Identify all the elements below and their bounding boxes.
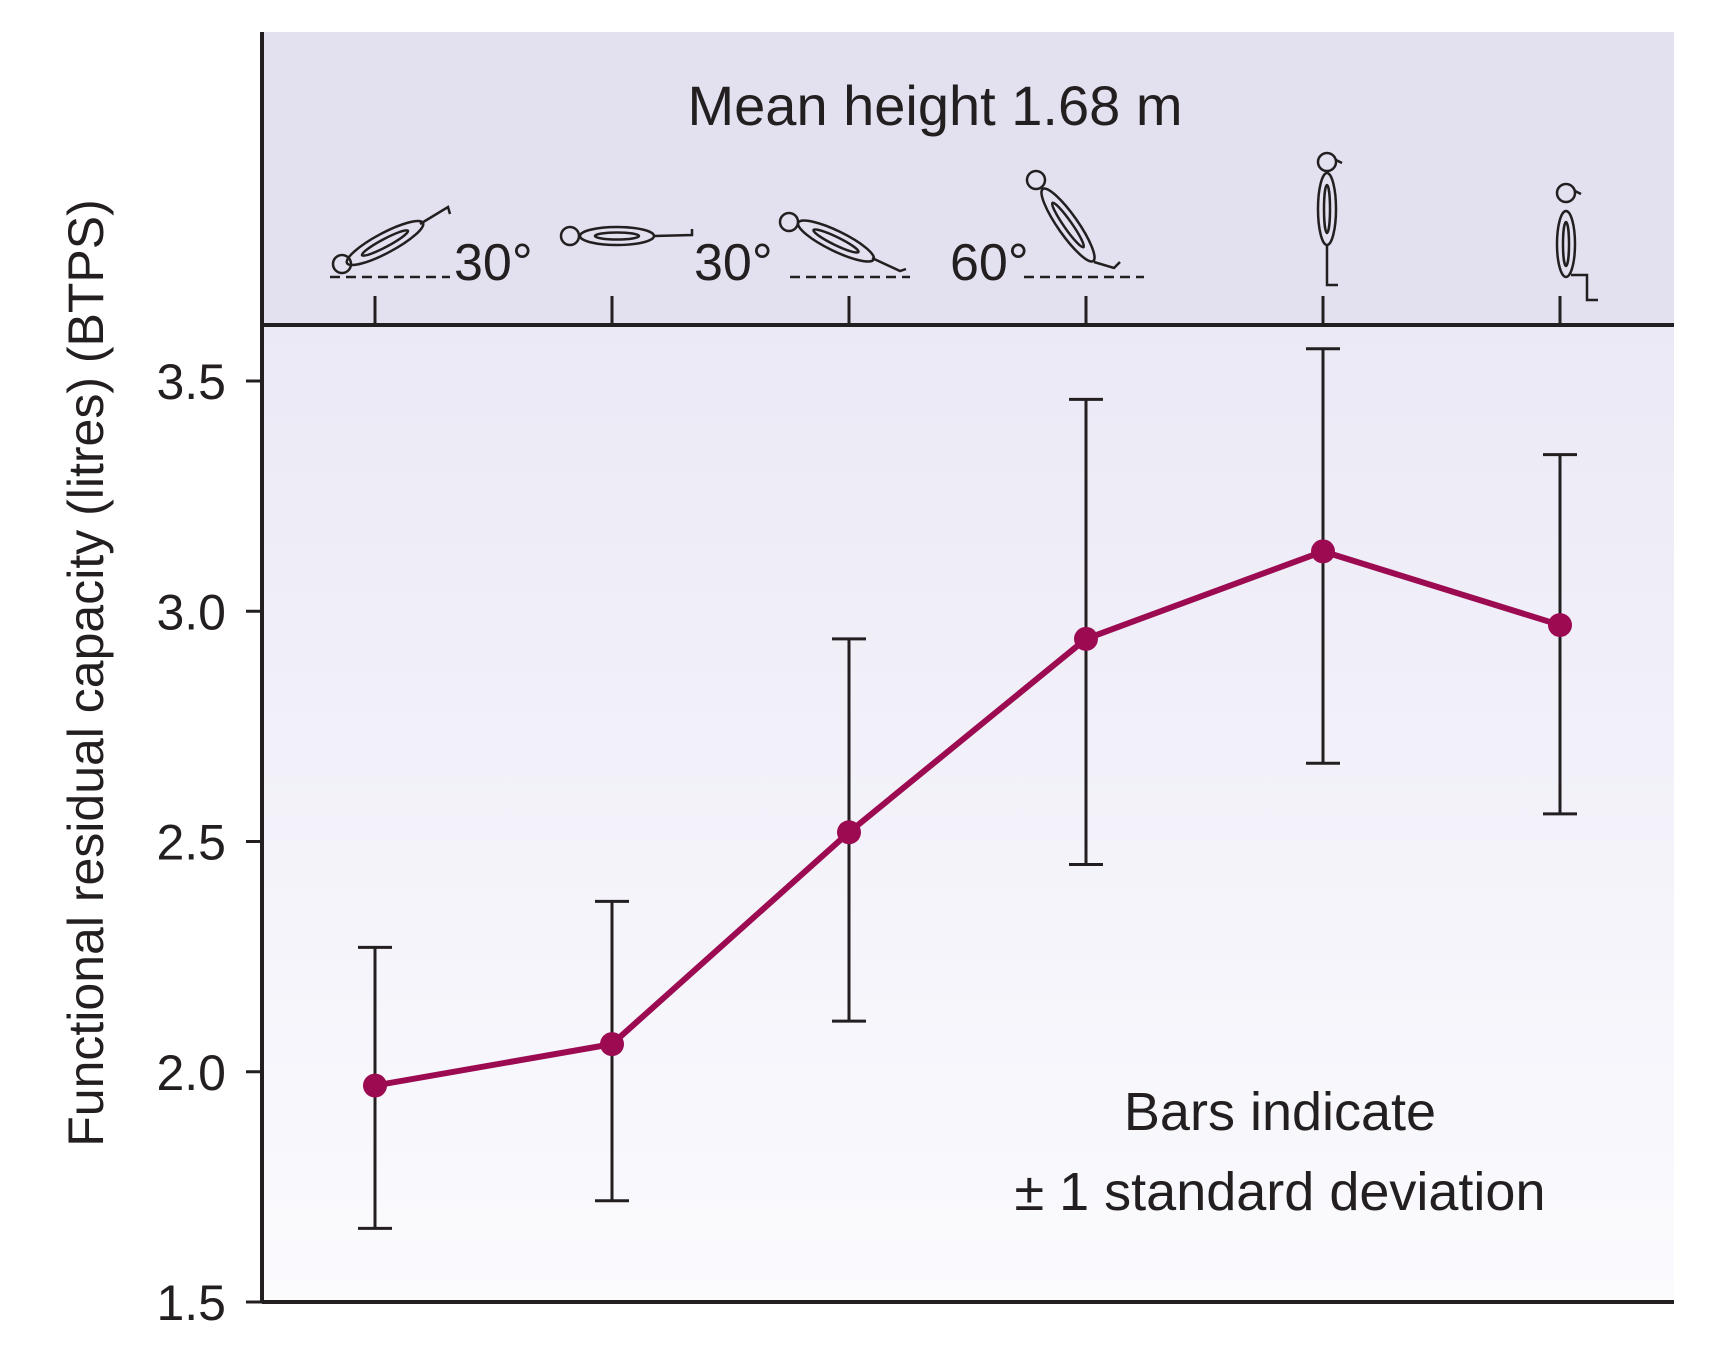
data-point bbox=[837, 820, 861, 845]
posture-head-down-30-icon bbox=[330, 205, 452, 279]
y-tick-label: 1.5 bbox=[156, 1275, 226, 1331]
data-point bbox=[1074, 626, 1098, 651]
category-ticks bbox=[373, 296, 1562, 325]
annotation-line-1: Bars indicate bbox=[1124, 1082, 1436, 1142]
data-point bbox=[1548, 613, 1572, 638]
data-point bbox=[363, 1073, 387, 1098]
posture-supine-icon bbox=[559, 225, 694, 247]
posture-head-up-60-icon bbox=[1024, 169, 1144, 279]
posture-head-up-30-icon bbox=[778, 211, 910, 279]
posture-standing-icon bbox=[1316, 151, 1343, 287]
angle-label-3: 60° bbox=[950, 234, 1029, 292]
angle-label-1: 30° bbox=[454, 234, 533, 292]
y-tick-label: 3.0 bbox=[156, 584, 226, 640]
annotation-line-2: ± 1 standard deviation bbox=[1015, 1162, 1546, 1222]
y-tick-label: 2.5 bbox=[156, 815, 226, 871]
angle-label-2: 30° bbox=[694, 234, 773, 292]
y-ticks: 1.5 2.0 2.5 3.0 3.5 bbox=[156, 354, 262, 1331]
header-band bbox=[262, 32, 1674, 327]
posture-icons bbox=[330, 151, 1598, 302]
chart-title: Mean height 1.68 m bbox=[688, 74, 1183, 137]
data-point bbox=[600, 1032, 624, 1057]
y-axis-title: Functional residual capacity (litres) (B… bbox=[58, 199, 114, 1147]
y-tick-label: 3.5 bbox=[156, 354, 226, 410]
data-point bbox=[1311, 539, 1335, 564]
posture-sitting-icon bbox=[1555, 182, 1598, 302]
plot-area bbox=[262, 327, 1674, 1302]
y-tick-label: 2.0 bbox=[156, 1045, 226, 1101]
series-line bbox=[374, 548, 1561, 1089]
data-points bbox=[363, 539, 1572, 1098]
